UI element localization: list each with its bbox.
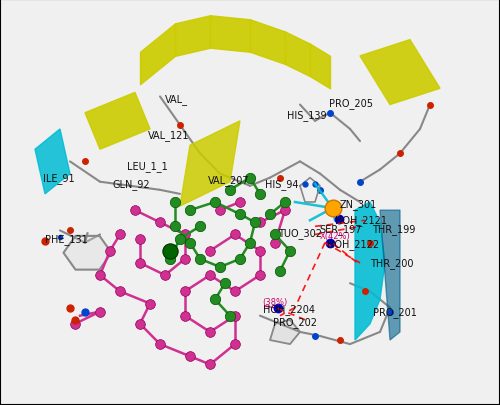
Text: X(42%): X(42%) <box>320 232 351 241</box>
Text: PRO_201: PRO_201 <box>372 307 416 317</box>
Text: ZN_301: ZN_301 <box>340 199 378 210</box>
Polygon shape <box>380 211 400 340</box>
Polygon shape <box>355 202 385 340</box>
Text: HIS_139: HIS_139 <box>288 110 327 121</box>
Text: PRO_205: PRO_205 <box>329 98 373 109</box>
Text: HOH_2121: HOH_2121 <box>335 215 387 225</box>
Text: VAL_121: VAL_121 <box>148 130 189 141</box>
Polygon shape <box>64 236 112 270</box>
Text: HOH_2122: HOH_2122 <box>328 239 380 249</box>
Text: HIS_94: HIS_94 <box>265 179 298 190</box>
Text: SER_197: SER_197 <box>319 224 362 234</box>
Text: LEU_1_1: LEU_1_1 <box>128 161 168 171</box>
Text: THR_199: THR_199 <box>372 224 416 234</box>
Text: (38%): (38%) <box>262 297 288 306</box>
Text: PHE_131: PHE_131 <box>45 234 88 244</box>
Text: THR_200: THR_200 <box>370 258 414 269</box>
Text: ILE_91: ILE_91 <box>42 173 74 183</box>
Polygon shape <box>270 320 300 344</box>
Text: GLN_92: GLN_92 <box>112 179 150 190</box>
Text: PRO_202: PRO_202 <box>272 317 316 327</box>
Text: HOH_2204: HOH_2204 <box>262 303 314 314</box>
Polygon shape <box>85 93 150 150</box>
Text: TUO_302: TUO_302 <box>278 228 322 238</box>
Polygon shape <box>35 130 70 194</box>
Text: VAL_207: VAL_207 <box>208 175 249 185</box>
Polygon shape <box>360 40 440 105</box>
Polygon shape <box>180 122 240 207</box>
Text: VAL_: VAL_ <box>165 94 188 104</box>
